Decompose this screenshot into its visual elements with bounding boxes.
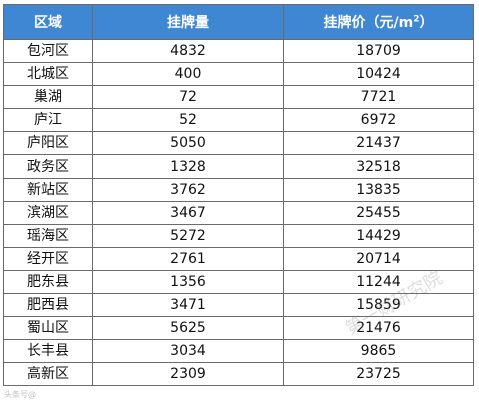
cell-listings: 5272 (92, 223, 284, 248)
cell-price: 10424 (283, 62, 474, 87)
cell-region: 庐江 (3, 108, 93, 133)
table-row: 新站区 3762 13835 (3, 177, 474, 202)
cell-region: 经开区 (3, 246, 93, 271)
table-row: 经开区 2761 20714 (3, 246, 474, 271)
cell-region: 滨湖区 (3, 200, 93, 225)
cell-listings: 5625 (92, 316, 284, 341)
cell-region: 包河区 (3, 38, 93, 64)
header-region: 区域 (3, 4, 93, 40)
table-row: 蜀山区 5625 21476 (3, 316, 474, 341)
cell-price: 32518 (283, 154, 474, 179)
header-listings: 挂牌量 (92, 4, 284, 40)
corner-logo-text: 头条号@ (4, 390, 36, 399)
cell-price: 21476 (283, 316, 474, 341)
header-price-unit: （元/m2） (365, 14, 434, 31)
cell-price: 21437 (283, 131, 474, 156)
table-row: 高新区 2309 23725 (3, 362, 474, 387)
table-row: 北城区 400 10424 (3, 62, 474, 87)
table-row: 长丰县 3034 9865 (3, 339, 474, 364)
cell-region: 瑶海区 (3, 223, 93, 248)
cell-price: 14429 (283, 223, 474, 248)
cell-listings: 52 (92, 108, 284, 133)
cell-listings: 1356 (92, 269, 284, 295)
cell-listings: 3471 (92, 293, 284, 318)
table-row: 包河区 4832 18709 (3, 38, 474, 64)
cell-price: 18709 (283, 38, 474, 64)
cell-listings: 5050 (92, 131, 284, 156)
table-row: 肥东县 1356 11244 (3, 269, 474, 295)
table-row: 庐江 52 6972 (3, 108, 474, 133)
cell-listings: 400 (92, 62, 284, 87)
cell-price: 20714 (283, 246, 474, 271)
cell-listings: 2309 (92, 362, 284, 387)
cell-region: 肥东县 (3, 269, 93, 295)
cell-price: 9865 (283, 339, 474, 364)
cell-price: 7721 (283, 85, 474, 110)
cell-price: 15859 (283, 293, 474, 318)
listing-table-container: 区域 挂牌量 挂牌价（元/m2） 包河区 4832 18709 北城区 400 10424… (3, 4, 474, 387)
cell-region: 巢湖 (3, 85, 93, 110)
cell-price: 23725 (283, 362, 474, 387)
cell-listings: 72 (92, 85, 284, 110)
cell-price: 13835 (283, 177, 474, 202)
header-price: 挂牌价（元/m2） (283, 4, 474, 40)
listing-table: 区域 挂牌量 挂牌价（元/m2） 包河区 4832 18709 北城区 400 10424… (3, 4, 474, 387)
table-row: 肥西县 3471 15859 (3, 293, 474, 318)
table-header-row: 区域 挂牌量 挂牌价（元/m2） (3, 4, 474, 40)
header-price-label: 挂牌价 (323, 15, 366, 31)
cell-region: 政务区 (3, 154, 93, 179)
cell-price: 25455 (283, 200, 474, 225)
cell-region: 高新区 (3, 362, 93, 387)
table-row: 巢湖 72 7721 (3, 85, 474, 110)
cell-listings: 2761 (92, 246, 284, 271)
cell-region: 蜀山区 (3, 316, 93, 341)
cell-listings: 3762 (92, 177, 284, 202)
cell-listings: 1328 (92, 154, 284, 179)
cell-listings: 3467 (92, 200, 284, 225)
table-row: 滨湖区 3467 25455 (3, 200, 474, 225)
cell-listings: 3034 (92, 339, 284, 364)
cell-region: 长丰县 (3, 339, 93, 364)
cell-listings: 4832 (92, 38, 284, 64)
cell-region: 庐阳区 (3, 131, 93, 156)
cell-region: 新站区 (3, 177, 93, 202)
table-row: 政务区 1328 32518 (3, 154, 474, 179)
cell-price: 11244 (283, 269, 474, 295)
table-body: 包河区 4832 18709 北城区 400 10424 巢湖 72 7721 庐江 52 6972 庐… (3, 38, 474, 387)
cell-region: 肥西县 (3, 293, 93, 318)
table-row: 庐阳区 5050 21437 (3, 131, 474, 156)
table-row: 瑶海区 5272 14429 (3, 223, 474, 248)
cell-price: 6972 (283, 108, 474, 133)
cell-region: 北城区 (3, 62, 93, 87)
